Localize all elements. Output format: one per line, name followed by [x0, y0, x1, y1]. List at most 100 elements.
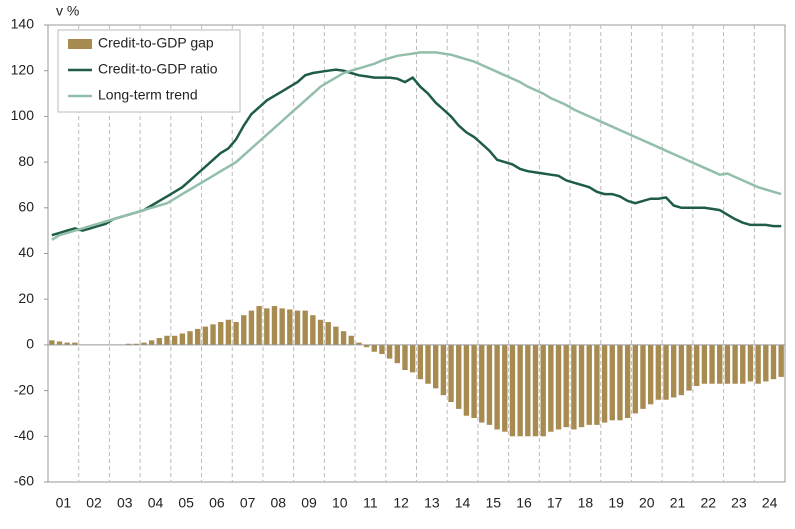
bar — [379, 344, 385, 355]
bar — [156, 338, 163, 345]
bar — [548, 344, 554, 432]
bar — [609, 344, 615, 421]
x-tick-label: 23 — [731, 495, 747, 511]
x-tick-label: 05 — [178, 495, 194, 511]
bar — [241, 315, 247, 345]
bar — [333, 326, 339, 345]
x-tick-label: 24 — [762, 495, 778, 511]
y-axis-label: v % — [56, 3, 79, 19]
line — [51, 68, 782, 237]
bar — [670, 344, 677, 398]
bar — [179, 333, 186, 345]
bar — [402, 344, 408, 371]
bar — [655, 344, 662, 400]
bar — [532, 344, 539, 437]
bar — [56, 341, 63, 345]
bar — [49, 340, 55, 345]
x-tick-label: 15 — [485, 495, 501, 511]
bar — [264, 308, 270, 345]
bar — [509, 344, 516, 437]
y-tick-label: 140 — [11, 16, 35, 32]
bar — [471, 344, 477, 419]
legend-label: Credit-to-GDP ratio — [98, 61, 218, 77]
bar — [440, 344, 447, 396]
bar — [732, 344, 738, 384]
x-tick-label: 03 — [117, 495, 133, 511]
x-tick-label: 08 — [271, 495, 287, 511]
bar — [425, 344, 431, 384]
x-tick-label: 14 — [455, 495, 471, 511]
bar — [463, 344, 470, 416]
bar — [64, 342, 70, 345]
bar — [141, 342, 147, 345]
x-tick-label: 20 — [639, 495, 655, 511]
x-tick-label: 19 — [608, 495, 624, 511]
line — [51, 51, 782, 241]
bar — [356, 342, 362, 345]
bar — [740, 344, 746, 384]
x-tick-label: 09 — [301, 495, 317, 511]
bar — [479, 344, 485, 423]
bar — [601, 344, 608, 423]
bar — [72, 342, 78, 345]
y-tick-label: 20 — [18, 290, 34, 306]
y-tick-label: 120 — [11, 61, 35, 77]
bar — [279, 308, 285, 345]
bar — [632, 344, 638, 414]
bar — [386, 344, 393, 359]
bar — [348, 335, 354, 345]
bar — [747, 344, 754, 382]
bar — [371, 344, 377, 352]
bar — [148, 340, 155, 345]
bar — [248, 310, 255, 345]
y-tick-label: 80 — [18, 153, 34, 169]
bar — [617, 344, 623, 421]
bar — [694, 344, 700, 387]
bar — [640, 344, 646, 409]
bar — [233, 322, 239, 345]
bar — [409, 344, 416, 373]
y-tick-label: -40 — [14, 427, 34, 443]
y-tick-label: 100 — [11, 107, 35, 123]
bar — [195, 328, 201, 345]
bar — [724, 344, 731, 384]
bar — [325, 322, 331, 345]
bar — [755, 344, 761, 384]
bar — [256, 306, 262, 345]
y-tick-label: 0 — [26, 336, 34, 352]
bar — [218, 322, 224, 345]
y-tick-label: 60 — [18, 199, 34, 215]
bar — [340, 331, 347, 345]
bar — [125, 343, 132, 345]
bar — [210, 324, 216, 345]
bar — [686, 344, 692, 391]
y-tick-label: -20 — [14, 381, 34, 397]
bar — [133, 343, 139, 345]
bar — [202, 326, 209, 345]
bar — [571, 344, 577, 430]
x-tick-label: 17 — [547, 495, 563, 511]
x-tick-label: 04 — [148, 495, 164, 511]
bar — [164, 335, 170, 345]
x-tick-label: 13 — [424, 495, 440, 511]
legend-label: Long-term trend — [98, 87, 198, 103]
bar — [778, 344, 784, 377]
bar — [770, 344, 777, 380]
x-tick-label: 12 — [393, 495, 409, 511]
bar — [494, 344, 500, 430]
x-tick-label: 11 — [363, 495, 378, 511]
bar — [525, 344, 531, 437]
x-tick-label: 16 — [516, 495, 532, 511]
legend-swatch — [68, 39, 92, 49]
bar — [578, 344, 585, 428]
x-tick-label: 02 — [86, 495, 102, 511]
bar — [294, 310, 301, 345]
bar — [433, 344, 439, 389]
x-tick-label: 21 — [670, 495, 686, 511]
bar — [448, 344, 454, 403]
bar — [225, 319, 232, 345]
bar — [317, 319, 324, 345]
bar — [271, 306, 278, 345]
bar — [555, 344, 562, 430]
bar — [701, 344, 708, 384]
